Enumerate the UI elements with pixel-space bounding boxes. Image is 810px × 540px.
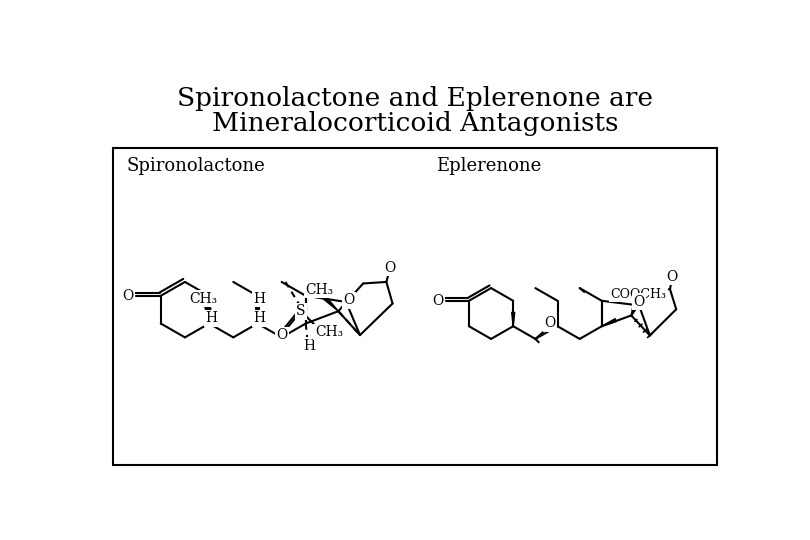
- Polygon shape: [512, 312, 515, 326]
- Text: O: O: [384, 261, 395, 275]
- Text: H: H: [253, 292, 265, 306]
- Text: H: H: [206, 311, 217, 325]
- Text: H: H: [254, 311, 266, 325]
- Text: O: O: [276, 328, 288, 342]
- Polygon shape: [631, 301, 637, 315]
- Polygon shape: [323, 296, 339, 311]
- Polygon shape: [602, 319, 616, 326]
- Text: H: H: [303, 339, 315, 353]
- Text: Eplerenone: Eplerenone: [436, 157, 541, 175]
- Text: Spironolactone and Eplerenone are: Spironolactone and Eplerenone are: [177, 86, 653, 111]
- Text: O: O: [666, 270, 677, 284]
- Text: Mineralocorticoid Antagonists: Mineralocorticoid Antagonists: [212, 111, 618, 136]
- Text: CH₃: CH₃: [305, 282, 334, 296]
- Text: O: O: [433, 294, 444, 308]
- Text: O: O: [633, 295, 645, 308]
- Text: CH₃: CH₃: [189, 292, 217, 306]
- Text: COOCH₃: COOCH₃: [611, 288, 667, 301]
- Polygon shape: [205, 306, 209, 323]
- Text: S: S: [296, 304, 305, 318]
- Polygon shape: [255, 307, 259, 323]
- Text: O: O: [343, 293, 355, 307]
- Text: CH₃: CH₃: [315, 325, 343, 339]
- Text: O: O: [544, 316, 556, 330]
- Text: O: O: [122, 289, 134, 303]
- Bar: [113, 148, 718, 465]
- Text: Spironolactone: Spironolactone: [126, 157, 265, 175]
